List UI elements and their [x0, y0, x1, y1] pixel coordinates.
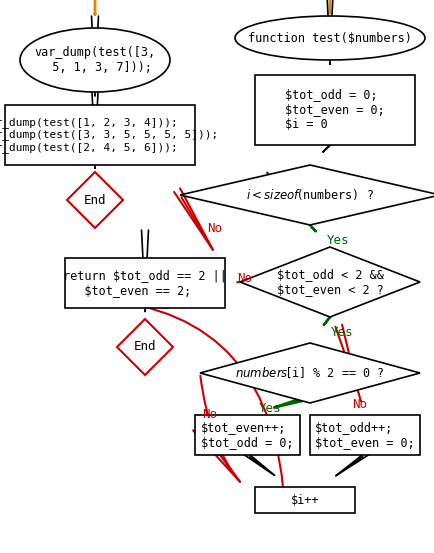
- Text: $tot_odd++;
$tot_even = 0;: $tot_odd++; $tot_even = 0;: [315, 421, 415, 449]
- Text: var_dump(test([3,
  5, 1, 3, 7]));: var_dump(test([3, 5, 1, 3, 7]));: [34, 46, 155, 74]
- Bar: [310, 415, 420, 455]
- Text: End: End: [84, 194, 106, 206]
- Polygon shape: [200, 343, 420, 403]
- Bar: [5, 105, 195, 165]
- Bar: [65, 258, 225, 308]
- Text: return $tot_odd == 2 ||
   $tot_even == 2;: return $tot_odd == 2 || $tot_even == 2;: [63, 269, 227, 297]
- Text: End: End: [134, 341, 156, 353]
- Text: No: No: [352, 399, 368, 411]
- Text: Yes: Yes: [259, 401, 281, 415]
- Text: Yes: Yes: [331, 326, 353, 340]
- Ellipse shape: [20, 28, 170, 92]
- Text: No: No: [203, 409, 217, 421]
- Text: function test($numbers): function test($numbers): [248, 32, 412, 44]
- Polygon shape: [67, 172, 123, 228]
- Text: $i++: $i++: [291, 493, 319, 507]
- Text: $tot_even++;
$tot_odd = 0;: $tot_even++; $tot_odd = 0;: [201, 421, 294, 449]
- Text: $tot_odd < 2 &&
$tot_even < 2 ?: $tot_odd < 2 && $tot_even < 2 ?: [276, 268, 383, 296]
- Polygon shape: [180, 165, 434, 225]
- Text: No: No: [237, 272, 252, 284]
- Bar: [195, 415, 300, 455]
- Text: var_dump(test([1, 2, 3, 4]));
var_dump(test([3, 3, 5, 5, 5, 5]));
var_dump(test(: var_dump(test([1, 2, 3, 4])); var_dump(t…: [0, 117, 218, 153]
- Text: Yes: Yes: [327, 233, 349, 247]
- Text: No: No: [207, 222, 223, 234]
- Ellipse shape: [235, 16, 425, 60]
- Polygon shape: [240, 247, 420, 317]
- Bar: [255, 75, 415, 145]
- Bar: [255, 487, 355, 513]
- Text: $numbers[$i] % 2 == 0 ?: $numbers[$i] % 2 == 0 ?: [235, 366, 385, 380]
- Polygon shape: [117, 319, 173, 375]
- Text: $tot_odd = 0;
$tot_even = 0;
$i = 0: $tot_odd = 0; $tot_even = 0; $i = 0: [285, 88, 385, 132]
- Text: $i < sizeof($numbers) ?: $i < sizeof($numbers) ?: [246, 187, 374, 202]
